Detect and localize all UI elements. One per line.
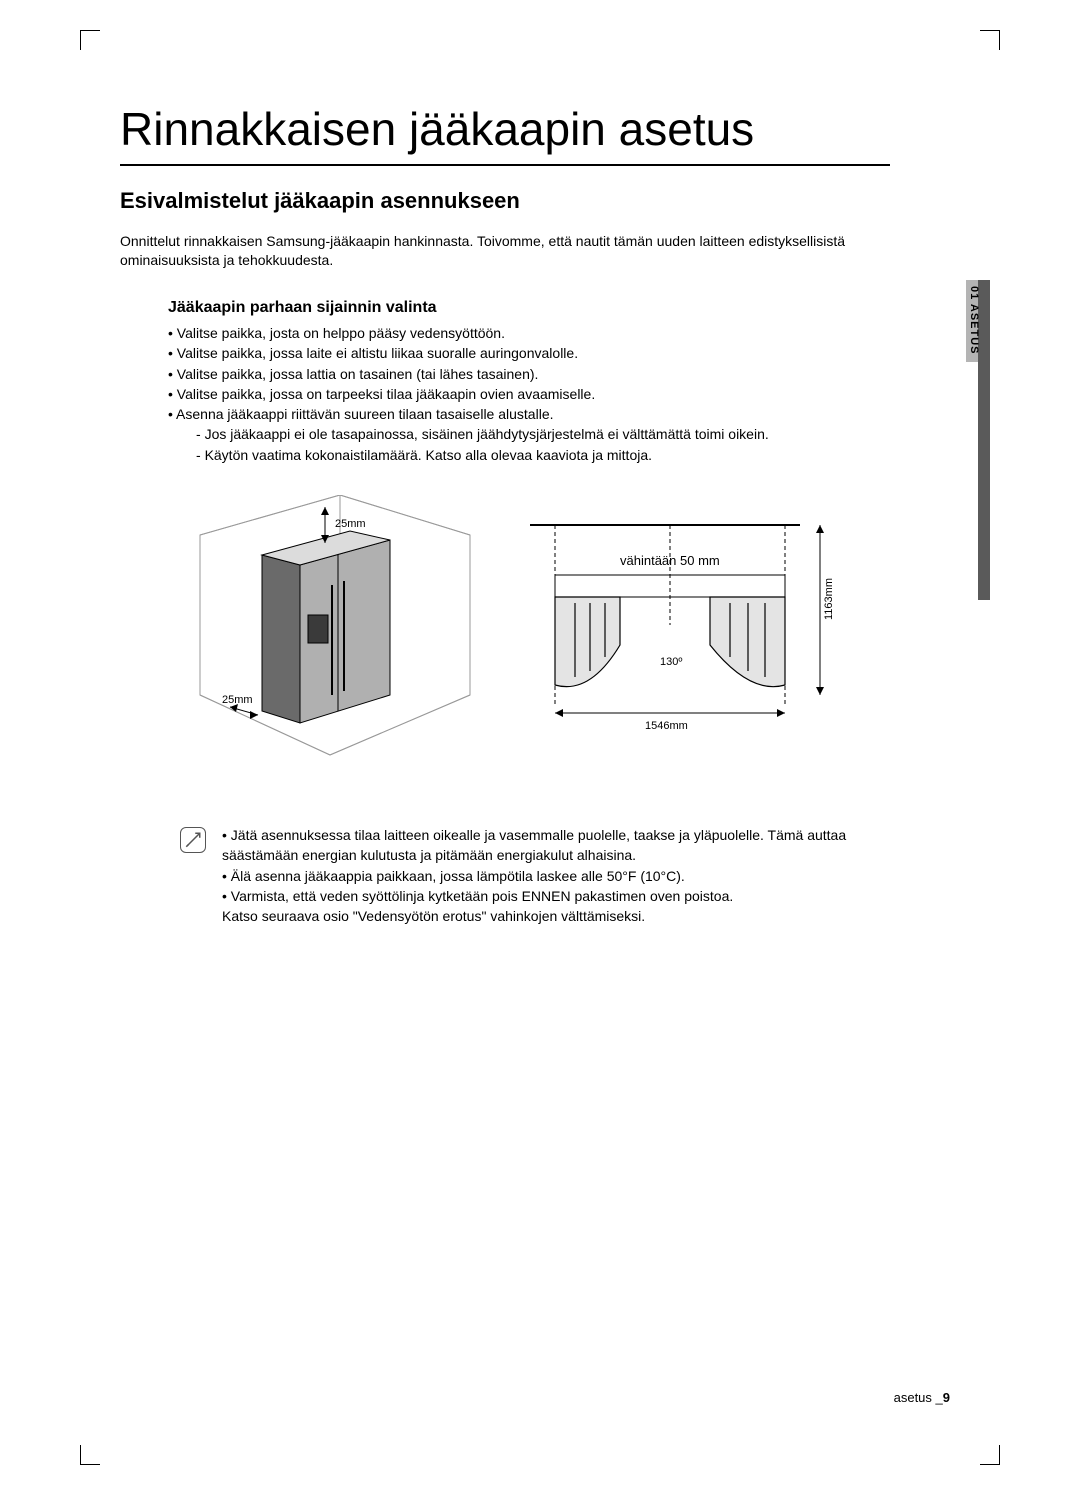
- clearance-diagram-iso: 25mm 25mm: [180, 495, 480, 785]
- footer-label: asetus _: [894, 1390, 943, 1405]
- subsection-heading: Jääkaapin parhaan sijainnin valinta: [168, 299, 890, 317]
- side-gap-label: 25mm: [222, 694, 253, 706]
- bullet-item: Valitse paikka, jossa on tarpeeksi tilaa…: [168, 384, 890, 404]
- chapter-tab-label: 01 ASETUS: [960, 286, 980, 355]
- page-content: Rinnakkaisen jääkaapin asetus Esivalmist…: [120, 100, 890, 927]
- note-block: Jätä asennuksessa tilaa laitteen oikeall…: [180, 825, 890, 926]
- bullet-item: Valitse paikka, jossa lattia on tasainen…: [168, 364, 890, 384]
- min-clearance-label: vähintään 50 mm: [620, 553, 720, 568]
- crop-mark-bl: [80, 1445, 100, 1465]
- note-item-continuation: Katso seuraava osio "Vedensyötön erotus"…: [222, 906, 890, 926]
- section-heading: Esivalmistelut jääkaapin asennukseen: [120, 188, 890, 214]
- page-title: Rinnakkaisen jääkaapin asetus: [120, 100, 890, 166]
- crop-mark-br: [980, 1445, 1000, 1465]
- top-gap-label: 25mm: [335, 518, 366, 530]
- bullet-item: Valitse paikka, josta on helppo pääsy ve…: [168, 323, 890, 343]
- intro-paragraph: Onnittelut rinnakkaisen Samsung-jääkaapi…: [120, 232, 890, 271]
- footer-page-number: 9: [943, 1390, 950, 1405]
- placement-bullets: Valitse paikka, josta on helppo pääsy ve…: [168, 323, 890, 465]
- note-item: Älä asenna jääkaappia paikkaan, jossa lä…: [222, 866, 890, 886]
- placement-sub-bullets: Jos jääkaappi ei ole tasapainossa, sisäi…: [196, 424, 890, 465]
- crop-mark-tl: [80, 30, 100, 50]
- note-item: Varmista, että veden syöttölinja kytketä…: [222, 886, 890, 906]
- depth-label: 1163mm: [823, 578, 835, 620]
- diagram-row: 25mm 25mm vähintään 50 mm: [180, 495, 890, 785]
- sub-bullet-item: Käytön vaatima kokonaistilamäärä. Katso …: [196, 445, 890, 465]
- note-icon: [180, 827, 206, 853]
- bullet-item: Asenna jääkaappi riittävän suureen tilaa…: [168, 404, 890, 424]
- door-angle-label: 130º: [660, 656, 682, 668]
- bullet-item: Valitse paikka, jossa laite ei altistu l…: [168, 343, 890, 363]
- note-item: Jätä asennuksessa tilaa laitteen oikeall…: [222, 825, 890, 866]
- chapter-tab: 01 ASETUS: [966, 280, 990, 600]
- page-footer: asetus _9: [894, 1390, 950, 1405]
- clearance-diagram-top: vähintään 50 mm 130º 1546mm: [520, 495, 850, 755]
- crop-mark-tr: [980, 30, 1000, 50]
- width-label: 1546mm: [645, 720, 688, 732]
- note-bullets: Jätä asennuksessa tilaa laitteen oikeall…: [222, 825, 890, 926]
- sub-bullet-item: Jos jääkaappi ei ole tasapainossa, sisäi…: [196, 424, 890, 444]
